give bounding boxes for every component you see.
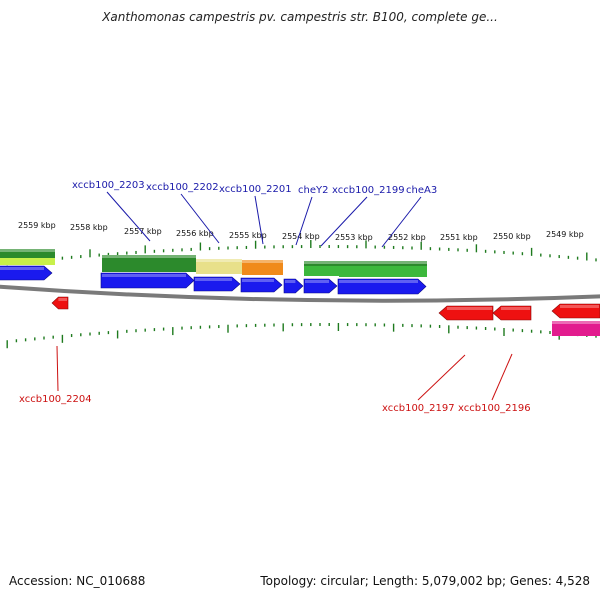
forward-gene-arrow-shine <box>102 274 186 277</box>
reverse-gene-arrow-shine <box>501 307 530 310</box>
forward-gene-label: cheA3 <box>406 185 437 196</box>
forward-gene-label: xccb100_2203 <box>72 180 145 191</box>
callout-leader <box>381 196 422 248</box>
homology-bar-pink <box>552 321 600 336</box>
forward-gene-arrow-shine <box>195 278 232 281</box>
callout-leader <box>180 193 220 244</box>
forward-gene-arrow <box>337 278 427 295</box>
reverse-gene-arrow <box>492 305 532 321</box>
kbp-tick-label: 2549 kbp <box>546 230 584 239</box>
homology-bar <box>102 255 196 272</box>
homology-bar-yellow <box>196 259 242 274</box>
reverse-gene-label: xccb100_2197 <box>382 403 455 414</box>
kbp-tick-label: 2559 kbp <box>18 221 56 230</box>
forward-gene-arrow-shine <box>305 280 329 283</box>
kbp-tick-label: 2554 kbp <box>282 232 320 241</box>
reverse-gene-label: xccb100_2204 <box>19 394 92 405</box>
gene-arrows <box>0 265 600 321</box>
kbp-tick-label: 2550 kbp <box>493 232 531 241</box>
kbp-tick-label: 2552 kbp <box>388 233 426 242</box>
accession-text: Accession: NC_010688 <box>9 574 146 588</box>
homology-bar-dark-top <box>304 261 427 266</box>
forward-gene-label: xccb100_2202 <box>146 182 219 193</box>
kbp-tick-label: 2558 kbp <box>70 223 108 232</box>
callout-leader <box>56 345 59 392</box>
homology-bar-orange-highlight <box>242 260 283 263</box>
forward-gene-arrow-shine <box>0 267 44 270</box>
forward-gene-arrow <box>240 277 283 293</box>
forward-gene-label: cheY2 <box>298 185 328 196</box>
homology-bar-highlight <box>0 249 55 252</box>
genome-title: Xanthomonas campestris pv. campestris st… <box>102 10 498 24</box>
forward-gene-arrow-shine <box>339 280 418 283</box>
kbp-tick-label: 2551 kbp <box>440 233 478 242</box>
kbp-tick-label: 2555 kbp <box>229 231 267 240</box>
gene-callouts: xccb100_2203 xccb100_2202 xccb100_2201 cheY… <box>19 180 531 414</box>
forward-gene-label: xccb100_2201 <box>219 184 292 195</box>
reverse-gene-arrow-shine <box>560 305 599 308</box>
callout-leader <box>254 195 264 245</box>
reverse-gene-arrow <box>51 296 69 310</box>
homology-bar-yellow-green <box>0 258 55 265</box>
forward-gene-label: xccb100_2199 <box>332 185 405 196</box>
homology-bar-dark-top-highlight <box>304 261 427 264</box>
forward-gene-arrow <box>100 272 195 289</box>
homology-bar-highlight <box>102 255 196 258</box>
kbp-tick-label: 2557 kbp <box>124 227 162 236</box>
inner-tick-ring <box>6 323 597 349</box>
feature-bars <box>0 249 600 336</box>
genome-backbone <box>0 284 600 303</box>
forward-gene-arrow <box>303 278 338 294</box>
reverse-gene-label: xccb100_2196 <box>458 403 531 414</box>
forward-gene-arrow <box>193 276 241 292</box>
outer-tick-ring <box>6 240 597 266</box>
forward-gene-arrow <box>283 278 304 294</box>
forward-gene-arrow <box>0 265 53 281</box>
callout-leader <box>491 353 513 401</box>
reverse-gene-arrow-shine <box>447 307 492 310</box>
kbp-scale-labels: 2559 kbp 2558 kbp 2557 kbp 2556 kbp 2555 kbp… <box>18 221 584 242</box>
homology-bar-orange <box>242 260 283 275</box>
forward-gene-arrow-shine <box>285 280 296 283</box>
callout-leader <box>320 196 368 247</box>
kbp-tick-label: 2553 kbp <box>335 233 373 242</box>
genome-summary-text: Topology: circular; Length: 5,079,002 bp… <box>260 574 590 588</box>
callout-leader <box>417 354 466 401</box>
reverse-gene-arrow-shine <box>58 298 67 301</box>
reverse-gene-arrow <box>551 303 600 319</box>
forward-gene-arrow-shine <box>242 279 274 282</box>
reverse-gene-arrow <box>438 305 494 321</box>
homology-bar-yellow-highlight <box>196 259 242 262</box>
callout-leader <box>106 191 151 242</box>
kbp-tick-label: 2556 kbp <box>176 229 214 238</box>
callout-leader <box>295 196 313 246</box>
homology-bar-pink-highlight <box>552 321 600 324</box>
